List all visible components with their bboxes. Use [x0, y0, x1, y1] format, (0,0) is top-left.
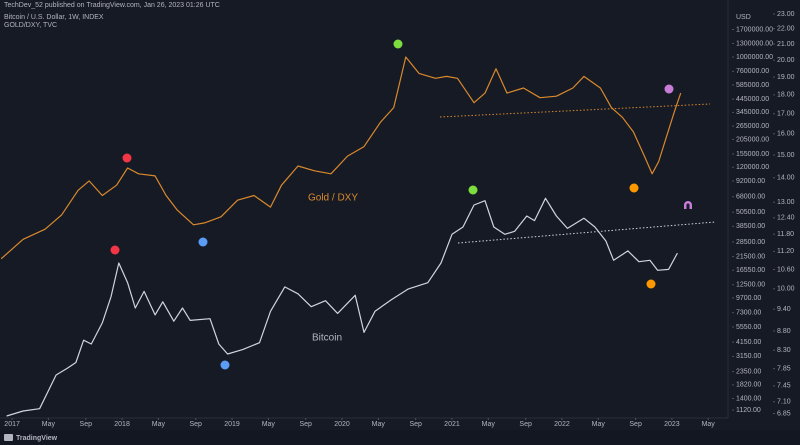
- y-tick-label: 68000.00: [736, 194, 765, 201]
- marker-dot: [393, 39, 403, 49]
- y-tick-label: 17.00: [777, 111, 795, 118]
- y-tick-label: 13.00: [777, 199, 795, 206]
- y-tick-label: 18.00: [777, 92, 795, 99]
- x-tick-label: May: [42, 421, 56, 428]
- y-tick-label: 445000.00: [736, 96, 769, 103]
- y-tick-label: 1000000.00: [736, 54, 773, 61]
- x-tick-label: Sep: [409, 421, 422, 428]
- x-tick-label: May: [592, 421, 606, 428]
- y-tick-label: 3150.00: [736, 353, 761, 360]
- y-tick-label: 1300000.00: [736, 40, 773, 47]
- y-tick-label: 50500.00: [736, 209, 765, 216]
- y-tick-label: 14.00: [777, 175, 795, 182]
- y-tick-label: 11.20: [777, 248, 794, 255]
- x-tick-label: 2017: [4, 421, 20, 428]
- y-tick-label: 10.00: [777, 286, 795, 293]
- y-tick-label: 585000.00: [736, 82, 769, 89]
- y-tick-label: 7.85: [777, 365, 791, 372]
- y-tick-label: 8.30: [777, 347, 791, 354]
- x-tick-label: 2022: [554, 421, 570, 428]
- y-tick-label: 16.00: [777, 131, 795, 138]
- y-tick-label: 265000.00: [736, 123, 769, 130]
- x-tick-label: 2019: [224, 421, 240, 428]
- x-tick-label: Sep: [629, 421, 642, 428]
- y-tick-label: 19.00: [777, 74, 795, 81]
- y-tick-label: 21.00: [777, 41, 795, 48]
- y-tick-label: 1700000.00: [736, 26, 773, 33]
- y-tick-label: 21500.00: [736, 253, 765, 260]
- legend-line: GOLD/DXY, TVC: [4, 22, 57, 29]
- y-tick-label: 7300.00: [736, 310, 761, 317]
- series-line: [0, 56, 682, 260]
- y-tick-label: 11.80: [777, 231, 794, 238]
- y-tick-label: 22.00: [777, 26, 795, 33]
- footer-logo: [4, 434, 13, 441]
- y-tick-label: 120000.00: [736, 164, 769, 171]
- y-tick-label: 1400.00: [736, 395, 761, 402]
- y-tick-label: 15.00: [777, 152, 795, 159]
- y-tick-label: 4150.00: [736, 339, 761, 346]
- y-tick-label: 8.80: [777, 328, 791, 335]
- footer-text: TradingView: [16, 435, 58, 442]
- trend-line: [457, 221, 716, 244]
- marker-dot: [664, 84, 674, 94]
- y-tick-label: 2350.00: [736, 368, 761, 375]
- x-tick-label: Sep: [299, 421, 312, 428]
- y-tick-label: 7.45: [777, 383, 791, 390]
- x-tick-label: May: [372, 421, 386, 428]
- legend-line: Bitcoin / U.S. Dollar, 1W, INDEX: [4, 14, 104, 21]
- y-tick-label: 23.00: [777, 11, 795, 18]
- y-tick-label: 1820.00: [736, 382, 761, 389]
- y-tick-label: 10.60: [777, 266, 795, 273]
- footer-bar: [0, 430, 800, 445]
- marker-dot: [220, 360, 230, 370]
- marker-dot: [629, 183, 639, 193]
- marker-dot: [468, 185, 478, 195]
- x-tick-label: May: [482, 421, 496, 428]
- x-tick-label: 2021: [444, 421, 460, 428]
- y-tick-label: 205000.00: [736, 136, 769, 143]
- x-tick-label: Sep: [519, 421, 532, 428]
- y-tick-label: 38500.00: [736, 223, 765, 230]
- y-tick-label: 92000.00: [736, 178, 765, 185]
- x-tick-label: 2023: [664, 421, 680, 428]
- marker-dot: [646, 279, 656, 289]
- y-tick-label: 1120.00: [736, 407, 761, 414]
- series-line: [6, 197, 678, 417]
- x-tick-label: 2020: [334, 421, 350, 428]
- annotation: Gold / DXY: [308, 193, 358, 204]
- header: TechDev_52 published on TradingView.com,…: [4, 2, 220, 9]
- y-tick-label: 9700.00: [736, 295, 761, 302]
- x-tick-label: May: [702, 421, 716, 428]
- y-tick-label: 6.85: [777, 410, 791, 417]
- annotation: Bitcoin: [312, 333, 342, 344]
- x-tick-label: May: [262, 421, 276, 428]
- y-tick-label: 28500.00: [736, 239, 765, 246]
- y-tick-label: 155000.00: [736, 151, 769, 158]
- y-axis-label: USD: [736, 14, 751, 21]
- y-tick-label: 20.00: [777, 57, 795, 64]
- y-tick-label: 345000.00: [736, 109, 769, 116]
- x-tick-label: Sep: [80, 421, 93, 428]
- y-tick-label: 16550.00: [736, 267, 765, 274]
- x-tick-label: May: [152, 421, 166, 428]
- y-tick-label: 12500.00: [736, 282, 765, 289]
- x-tick-label: Sep: [190, 421, 203, 428]
- y-tick-label: 9.40: [777, 306, 791, 313]
- x-tick-label: 2018: [114, 421, 130, 428]
- y-tick-label: 760000.00: [736, 68, 769, 75]
- marker-dot: [110, 245, 120, 255]
- y-tick-label: 5550.00: [736, 324, 761, 331]
- marker-dot: [198, 237, 208, 247]
- marker-dot: [122, 153, 132, 163]
- y-tick-label: 12.40: [777, 215, 795, 222]
- magnet-icon: [684, 201, 692, 209]
- y-tick-label: 7.10: [777, 399, 791, 406]
- trend-line: [439, 103, 711, 118]
